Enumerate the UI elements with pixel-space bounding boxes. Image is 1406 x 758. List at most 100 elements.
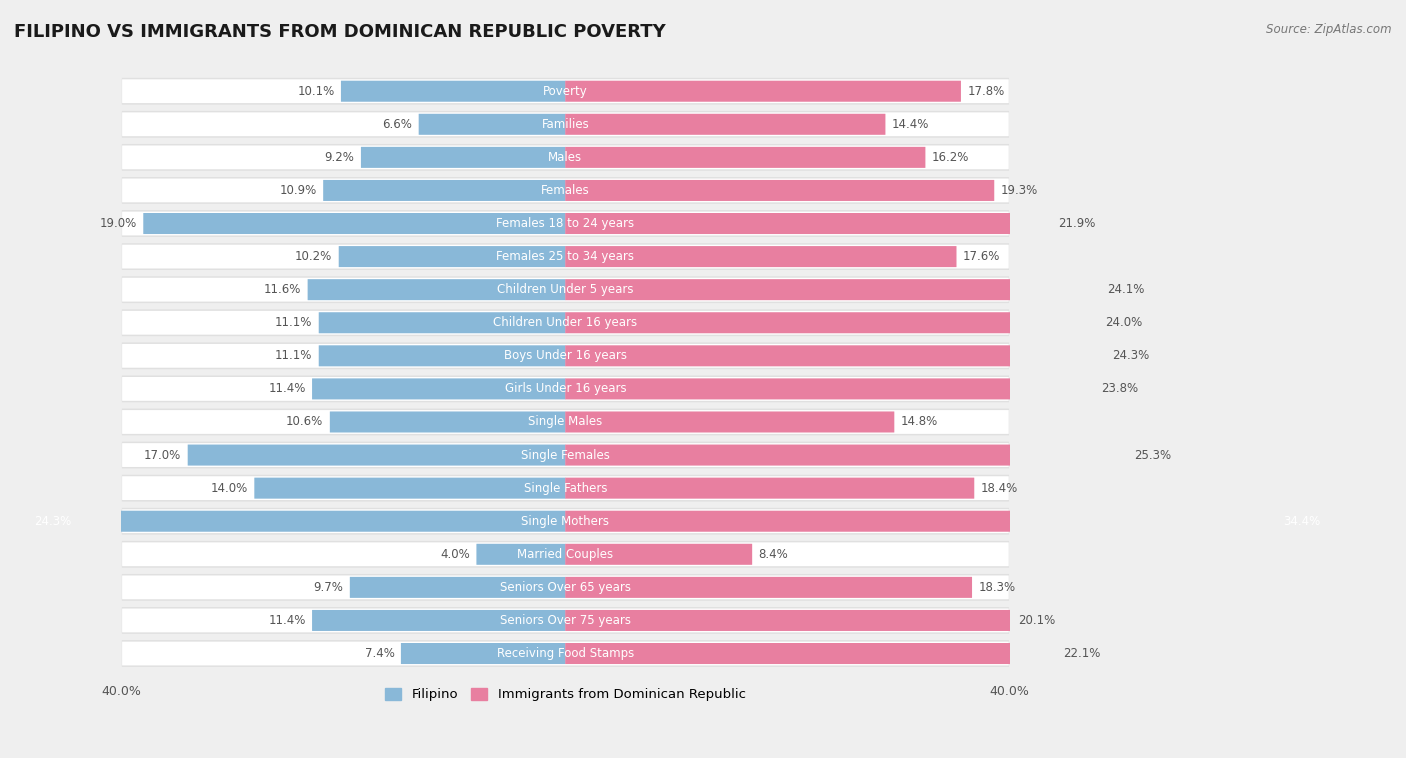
FancyBboxPatch shape	[122, 640, 1010, 667]
FancyBboxPatch shape	[419, 114, 565, 135]
FancyBboxPatch shape	[330, 412, 565, 433]
Text: Married Couples: Married Couples	[517, 548, 613, 561]
FancyBboxPatch shape	[477, 543, 565, 565]
FancyBboxPatch shape	[565, 147, 925, 168]
FancyBboxPatch shape	[312, 378, 565, 399]
FancyBboxPatch shape	[361, 147, 565, 168]
Text: 11.6%: 11.6%	[264, 283, 301, 296]
FancyBboxPatch shape	[319, 312, 565, 334]
FancyBboxPatch shape	[122, 442, 1010, 468]
FancyBboxPatch shape	[122, 410, 1008, 434]
Text: 10.9%: 10.9%	[280, 184, 316, 197]
FancyBboxPatch shape	[122, 541, 1010, 568]
FancyBboxPatch shape	[122, 144, 1010, 171]
Text: 14.0%: 14.0%	[211, 481, 247, 495]
FancyBboxPatch shape	[565, 643, 1056, 664]
Text: Females: Females	[541, 184, 589, 197]
FancyBboxPatch shape	[565, 610, 1012, 631]
FancyBboxPatch shape	[565, 511, 1330, 531]
Text: 10.2%: 10.2%	[295, 250, 332, 263]
FancyBboxPatch shape	[565, 478, 974, 499]
Text: Seniors Over 65 years: Seniors Over 65 years	[501, 581, 631, 594]
Text: 19.0%: 19.0%	[100, 217, 136, 230]
Text: Boys Under 16 years: Boys Under 16 years	[503, 349, 627, 362]
FancyBboxPatch shape	[122, 309, 1010, 336]
Text: Single Males: Single Males	[529, 415, 603, 428]
FancyBboxPatch shape	[565, 114, 886, 135]
FancyBboxPatch shape	[308, 279, 565, 300]
Text: 23.8%: 23.8%	[1101, 382, 1137, 396]
Text: 11.1%: 11.1%	[274, 349, 312, 362]
Text: 16.2%: 16.2%	[932, 151, 969, 164]
Text: Girls Under 16 years: Girls Under 16 years	[505, 382, 626, 396]
FancyBboxPatch shape	[122, 344, 1008, 368]
FancyBboxPatch shape	[312, 610, 565, 631]
Text: 22.1%: 22.1%	[1063, 647, 1101, 660]
FancyBboxPatch shape	[122, 243, 1010, 270]
FancyBboxPatch shape	[122, 277, 1008, 302]
FancyBboxPatch shape	[25, 511, 565, 531]
FancyBboxPatch shape	[323, 180, 565, 201]
FancyBboxPatch shape	[122, 609, 1008, 632]
Text: 24.3%: 24.3%	[35, 515, 72, 528]
FancyBboxPatch shape	[339, 246, 565, 267]
FancyBboxPatch shape	[340, 80, 565, 102]
Text: Single Fathers: Single Fathers	[523, 481, 607, 495]
Text: 19.3%: 19.3%	[1001, 184, 1038, 197]
FancyBboxPatch shape	[565, 279, 1101, 300]
FancyBboxPatch shape	[319, 346, 565, 366]
FancyBboxPatch shape	[122, 375, 1010, 402]
FancyBboxPatch shape	[565, 543, 752, 565]
Text: Families: Families	[541, 117, 589, 131]
Text: 9.7%: 9.7%	[314, 581, 343, 594]
FancyBboxPatch shape	[122, 80, 1008, 103]
FancyBboxPatch shape	[122, 574, 1010, 601]
FancyBboxPatch shape	[122, 276, 1010, 303]
FancyBboxPatch shape	[122, 607, 1010, 634]
FancyBboxPatch shape	[187, 444, 565, 465]
Text: 25.3%: 25.3%	[1135, 449, 1171, 462]
FancyBboxPatch shape	[401, 643, 565, 664]
Text: 4.0%: 4.0%	[440, 548, 470, 561]
Text: 14.4%: 14.4%	[891, 117, 929, 131]
Text: Seniors Over 75 years: Seniors Over 75 years	[501, 614, 631, 627]
FancyBboxPatch shape	[565, 80, 960, 102]
Legend: Filipino, Immigrants from Dominican Republic: Filipino, Immigrants from Dominican Repu…	[380, 683, 751, 706]
FancyBboxPatch shape	[143, 213, 565, 234]
FancyBboxPatch shape	[122, 112, 1008, 136]
Text: 17.6%: 17.6%	[963, 250, 1000, 263]
FancyBboxPatch shape	[122, 641, 1008, 666]
Text: FILIPINO VS IMMIGRANTS FROM DOMINICAN REPUBLIC POVERTY: FILIPINO VS IMMIGRANTS FROM DOMINICAN RE…	[14, 23, 666, 41]
Text: 10.6%: 10.6%	[285, 415, 323, 428]
FancyBboxPatch shape	[122, 343, 1010, 369]
FancyBboxPatch shape	[565, 577, 972, 598]
Text: 11.4%: 11.4%	[269, 382, 305, 396]
Text: 6.6%: 6.6%	[382, 117, 412, 131]
Text: Children Under 5 years: Children Under 5 years	[498, 283, 634, 296]
FancyBboxPatch shape	[122, 111, 1010, 138]
FancyBboxPatch shape	[122, 476, 1008, 500]
Text: Males: Males	[548, 151, 582, 164]
FancyBboxPatch shape	[254, 478, 565, 499]
Text: 34.4%: 34.4%	[1284, 515, 1320, 528]
Text: 17.8%: 17.8%	[967, 85, 1005, 98]
Text: 7.4%: 7.4%	[364, 647, 395, 660]
FancyBboxPatch shape	[122, 179, 1008, 202]
FancyBboxPatch shape	[122, 177, 1010, 204]
FancyBboxPatch shape	[122, 575, 1008, 600]
Text: Children Under 16 years: Children Under 16 years	[494, 316, 637, 329]
FancyBboxPatch shape	[565, 213, 1052, 234]
FancyBboxPatch shape	[122, 210, 1010, 237]
FancyBboxPatch shape	[122, 508, 1010, 534]
FancyBboxPatch shape	[565, 378, 1094, 399]
FancyBboxPatch shape	[565, 444, 1128, 465]
FancyBboxPatch shape	[122, 311, 1008, 335]
Text: 14.8%: 14.8%	[901, 415, 938, 428]
Text: Females 18 to 24 years: Females 18 to 24 years	[496, 217, 634, 230]
FancyBboxPatch shape	[122, 409, 1010, 435]
Text: 17.0%: 17.0%	[143, 449, 181, 462]
FancyBboxPatch shape	[565, 412, 894, 433]
Text: Single Mothers: Single Mothers	[522, 515, 609, 528]
Text: Poverty: Poverty	[543, 85, 588, 98]
Text: 10.1%: 10.1%	[297, 85, 335, 98]
